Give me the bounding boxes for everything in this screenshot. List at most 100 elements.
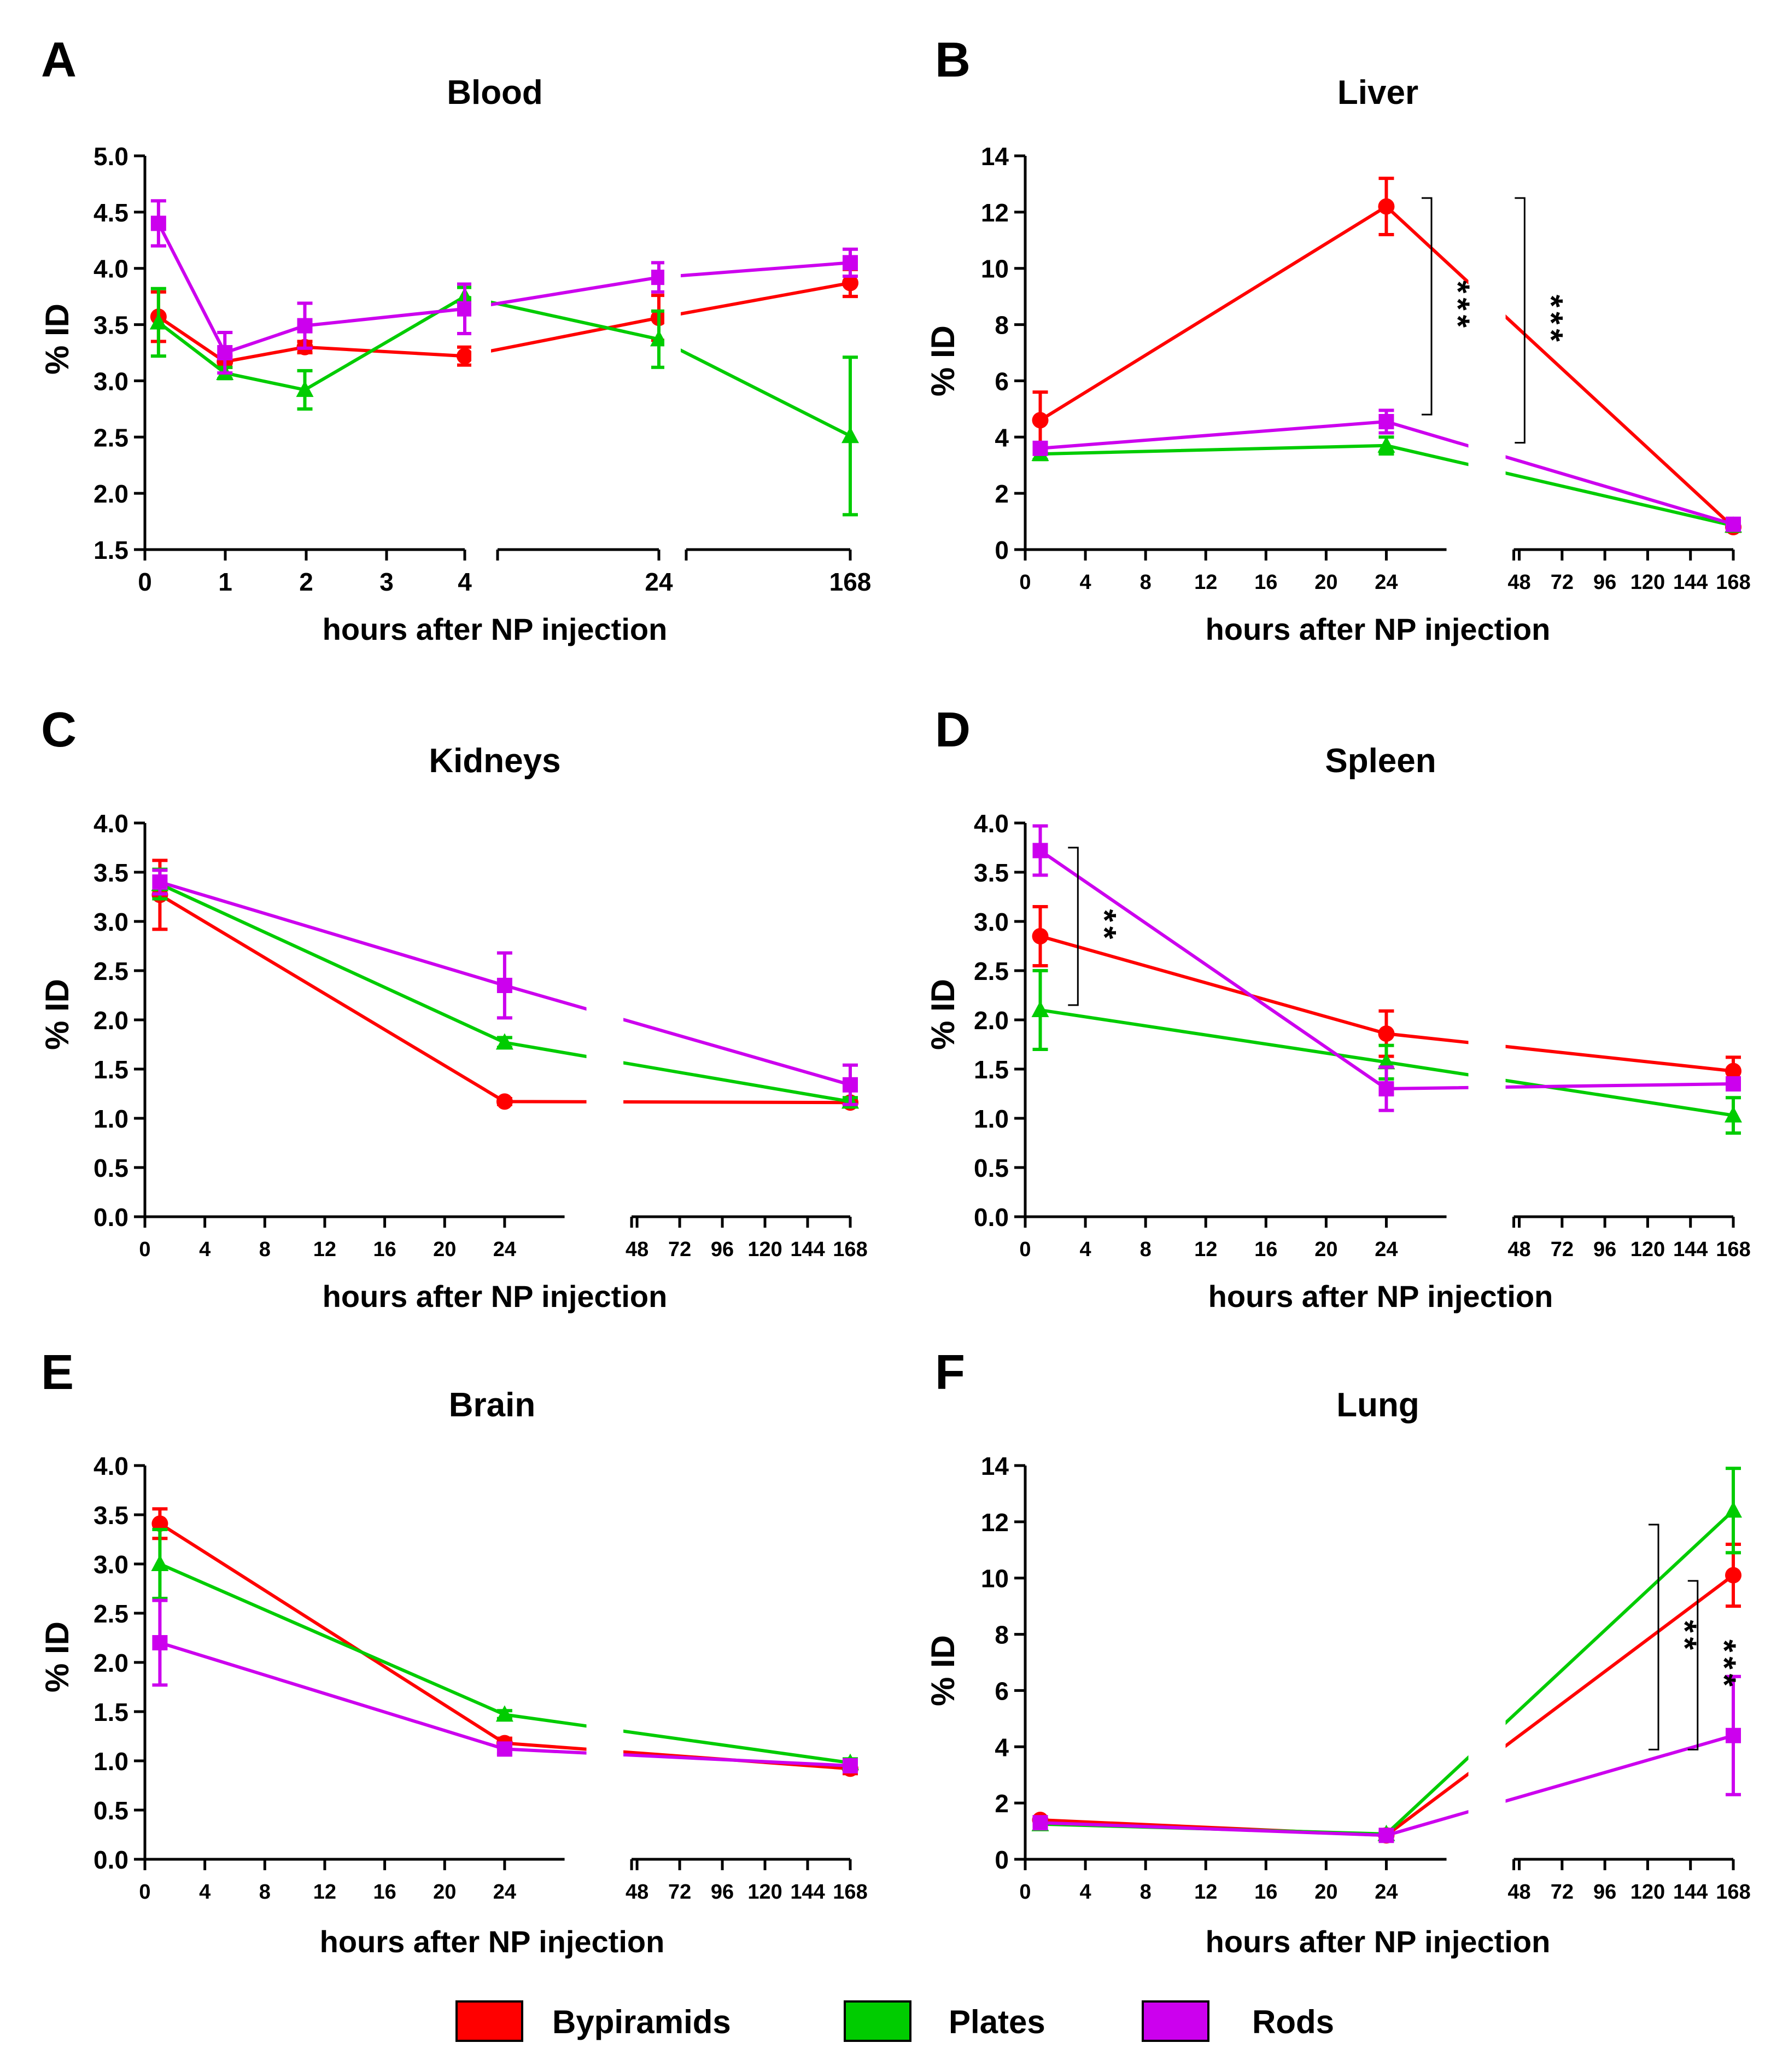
x-axis-label: hours after NP injection: [1208, 1279, 1553, 1314]
x-tick-label: 144: [790, 1881, 825, 1904]
panel-letter-a: A: [41, 33, 77, 87]
data-point-rods: [1378, 1081, 1394, 1096]
series-line-rods: [157, 223, 851, 355]
significance-stars: ***: [1706, 1639, 1743, 1691]
y-tick-label: 3.0: [974, 908, 1009, 936]
data-point-rods: [843, 1758, 858, 1773]
data-point-bypiramids: [1725, 1063, 1741, 1079]
y-axis-label: % ID: [39, 1621, 75, 1692]
x-tick-label: 120: [1630, 1881, 1665, 1904]
data-point-rods: [1032, 1815, 1048, 1831]
y-tick-label: 2.5: [93, 957, 128, 985]
data-point-plates: [495, 1705, 513, 1722]
y-tick-label: 1.0: [93, 1105, 128, 1133]
y-tick-label: 0.0: [93, 1203, 128, 1231]
x-tick-label: 12: [313, 1238, 336, 1261]
x-tick-label: 8: [1140, 1238, 1152, 1261]
y-tick-label: 0.5: [93, 1796, 128, 1825]
significance-bracket: [1687, 1580, 1699, 1750]
data-point-rods: [1032, 440, 1048, 456]
x-axis-label: hours after NP injection: [1206, 612, 1551, 646]
significance-bracket: [1422, 197, 1433, 416]
legend-label: Plates: [949, 2004, 1045, 2040]
x-tick-label: 48: [1507, 571, 1530, 594]
y-tick-label: 4: [995, 423, 1009, 452]
data-point-rods: [496, 1741, 512, 1757]
y-tick-label: 4.0: [974, 809, 1009, 838]
axis-break-gap: [586, 818, 624, 1211]
y-tick-label: 3.0: [93, 1550, 128, 1579]
y-tick-label: 1.5: [93, 1698, 128, 1726]
plot-area: 0.00.51.01.52.02.53.03.54.00 4 8 12 16 20 24 48…: [974, 809, 1751, 1261]
y-tick-label: 8: [995, 1621, 1009, 1649]
y-tick-label: 3.5: [93, 1501, 128, 1530]
y-tick-label: 4.0: [93, 255, 128, 283]
y-tick-label: 1.5: [974, 1055, 1009, 1084]
y-tick-label: 10: [981, 1565, 1009, 1593]
x-tick-label: 20: [1314, 1881, 1337, 1904]
x-tick-label: 96: [1593, 1881, 1616, 1904]
x-tick-label: 96: [711, 1238, 734, 1261]
panel-lung: F Lung % ID hours after NP injection 024…: [925, 1345, 1751, 1959]
y-tick-label: 2.0: [974, 1006, 1009, 1035]
legend-swatch-plates: [844, 2000, 911, 2042]
x-tick-label: 20: [433, 1881, 456, 1904]
x-tick-label: 20: [1314, 1238, 1337, 1261]
x-tick-label: 48: [626, 1881, 648, 1904]
panel-letter-d: D: [935, 703, 971, 757]
y-tick-label: 3.5: [974, 859, 1009, 887]
axis-break-gap: [1468, 818, 1506, 1211]
legend-swatch-rods: [1142, 2000, 1209, 2042]
x-tick-label: 16: [1254, 571, 1277, 594]
x-tick-label: 8: [259, 1238, 271, 1261]
x-tick-label: 24: [1375, 1238, 1398, 1261]
y-tick-label: 1.5: [93, 1055, 128, 1084]
x-tick-label: 2: [299, 568, 313, 596]
y-tick-label: 0: [995, 1846, 1009, 1874]
x-tick-label: 8: [1140, 1881, 1152, 1904]
data-point-plates: [296, 380, 314, 397]
x-axis-label: hours after NP injection: [323, 612, 668, 646]
y-axis-label: % ID: [925, 1635, 961, 1706]
x-tick-label: 144: [1673, 1881, 1708, 1904]
x-tick-label: 24: [493, 1881, 516, 1904]
x-tick-label: 8: [259, 1881, 271, 1904]
y-tick-label: 2.0: [93, 480, 128, 508]
x-tick-label: 168: [1716, 1881, 1750, 1904]
x-tick-label: 4: [1080, 1238, 1091, 1261]
y-tick-label: 4.5: [93, 199, 128, 227]
y-tick-label: 3.0: [93, 367, 128, 395]
data-point-bypiramids: [842, 275, 858, 291]
data-point-rods: [150, 215, 166, 231]
x-tick-label: 16: [373, 1238, 396, 1261]
x-tick-label: 16: [373, 1881, 396, 1904]
plot-area: 0.00.51.01.52.02.53.03.54.00 4 8 12 16 20 24 48…: [93, 809, 868, 1261]
legend-item-rods: Rods: [1142, 2000, 1334, 2042]
significance-stars: ***: [1440, 281, 1476, 332]
x-tick-label: 72: [1551, 1238, 1574, 1261]
data-point-rods: [843, 255, 858, 271]
x-tick-label: 168: [1716, 1238, 1750, 1261]
chart-title: Spleen: [1325, 742, 1436, 780]
x-tick-label: 16: [1254, 1881, 1277, 1904]
x-tick-label: 168: [829, 568, 872, 596]
data-point-bypiramids: [1378, 1025, 1395, 1042]
data-point-bypiramids: [1032, 928, 1049, 944]
x-tick-label: 96: [1593, 571, 1616, 594]
data-point-plates: [1725, 1106, 1742, 1123]
x-tick-label: 4: [199, 1238, 211, 1261]
data-point-rods: [496, 978, 512, 993]
significance-stars: ***: [1533, 295, 1569, 346]
x-tick-label: 0: [1019, 1881, 1031, 1904]
chart-title: Brain: [449, 1386, 535, 1424]
data-point-rods: [457, 301, 472, 317]
significance-bracket: [1515, 197, 1526, 444]
panel-letter-f: F: [935, 1345, 965, 1400]
y-tick-label: 8: [995, 311, 1009, 340]
data-point-bypiramids: [457, 348, 473, 365]
x-tick-label: 72: [1551, 571, 1574, 594]
y-axis-label: % ID: [925, 325, 961, 396]
chart-title: Lung: [1336, 1386, 1419, 1424]
